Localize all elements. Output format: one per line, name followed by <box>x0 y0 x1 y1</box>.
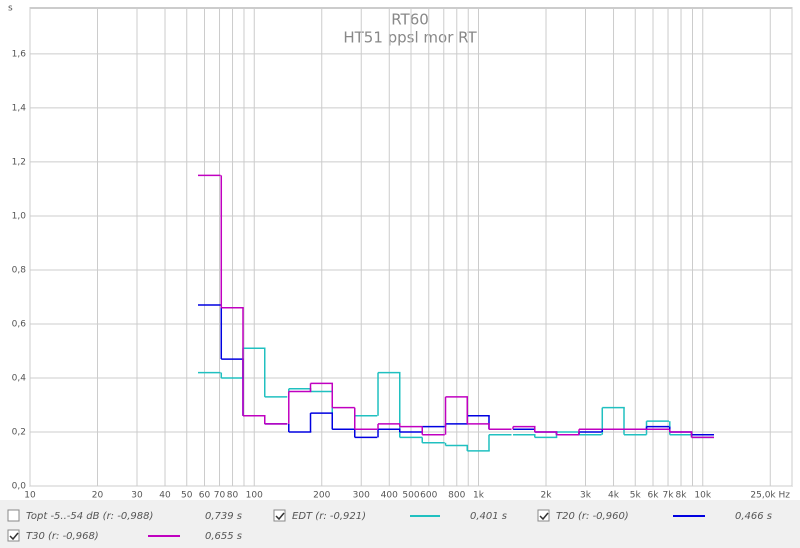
x-tick-label: 300 <box>353 491 370 501</box>
x-tick-label: 60 <box>199 491 211 501</box>
chart-title: RT60 <box>391 11 429 29</box>
x-tick-label: 8k <box>676 491 688 501</box>
legend-label: EDT (r: -0,921) <box>292 511 366 522</box>
checkmark <box>539 512 549 521</box>
y-tick-label: 0,0 <box>12 482 27 492</box>
x-tick-label: 25,0k Hz <box>750 491 790 501</box>
chart-subtitle: HT51 ppsl mor RT <box>343 29 477 47</box>
x-tick-label: 800 <box>448 491 465 501</box>
legend-reading: 0,655 s <box>205 531 242 542</box>
x-tick-label: 10 <box>24 491 36 501</box>
legend-label: Topt -5..-54 dB (r: -0,988) <box>26 511 153 522</box>
x-tick-label: 200 <box>313 491 330 501</box>
x-tick-label: 3k <box>580 491 592 501</box>
x-tick-label: 1k <box>473 491 485 501</box>
x-tick-label: 5k <box>630 491 642 501</box>
x-tick-label: 40 <box>159 491 171 501</box>
y-tick-label: 0,6 <box>12 319 27 329</box>
x-tick-label: 100 <box>246 491 263 501</box>
x-tick-label: 80 <box>227 491 239 501</box>
checkbox[interactable] <box>7 509 20 522</box>
x-tick-label: 10k <box>694 491 711 501</box>
checkmark <box>9 532 19 541</box>
legend-label: T30 (r: -0,968) <box>26 531 99 542</box>
legend-reading: 0,466 s <box>735 511 772 522</box>
checkbox[interactable] <box>537 509 550 522</box>
y-tick-label: 1,0 <box>12 211 27 221</box>
legend-panel <box>0 500 800 548</box>
x-tick-label: 20 <box>92 491 104 501</box>
x-tick-label: 50 <box>181 491 193 501</box>
checkmark <box>275 512 285 521</box>
x-tick-label: 400 <box>381 491 398 501</box>
y-tick-label: 1,6 <box>12 49 27 59</box>
x-tick-label: 6k <box>648 491 660 501</box>
legend-reading: 0,739 s <box>205 511 242 522</box>
checkbox[interactable] <box>273 509 286 522</box>
x-tick-label: 30 <box>131 491 143 501</box>
x-tick-label: 600 <box>420 491 437 501</box>
y-tick-label: 0,2 <box>12 427 26 437</box>
legend-reading: 0,401 s <box>470 511 507 522</box>
x-tick-label: 500 <box>402 491 419 501</box>
y-tick-label: 1,2 <box>12 157 26 167</box>
y-tick-label: 1,4 <box>12 103 27 113</box>
x-tick-label: 70 <box>214 491 226 501</box>
checkbox[interactable] <box>7 529 20 542</box>
legend-label: T20 (r: -0,960) <box>556 511 629 522</box>
y-tick-label: 0,8 <box>12 265 27 275</box>
x-tick-label: 2k <box>541 491 553 501</box>
y-tick-label: 0,4 <box>12 373 27 383</box>
x-tick-label: 4k <box>608 491 620 501</box>
x-tick-label: 7k <box>663 491 675 501</box>
y-unit: s <box>8 4 13 14</box>
